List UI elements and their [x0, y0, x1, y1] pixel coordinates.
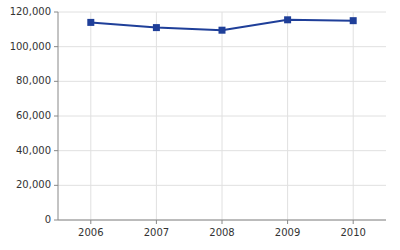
grid-line-x [353, 12, 354, 220]
tick-label-y: 80,000 [16, 75, 51, 86]
tick-y [54, 46, 58, 47]
tick-x [90, 220, 91, 224]
grid-line-x [222, 12, 223, 220]
axes: 0 20,000 40,000 60,000 80,000 100,000 120,000 2… [10, 6, 386, 238]
tick-x [287, 220, 288, 224]
grid-line-x [90, 12, 91, 220]
x-axis-line [58, 220, 386, 221]
marker [153, 24, 160, 31]
tick-label-y: 40,000 [16, 145, 51, 156]
tick-label-y: 20,000 [16, 179, 51, 190]
tick-y [54, 81, 58, 82]
grid-line-x [156, 12, 157, 220]
tick-y [54, 116, 58, 117]
tick-y [54, 12, 58, 13]
tick-y [54, 220, 58, 221]
marker [350, 17, 357, 24]
y-axis-line [58, 12, 59, 220]
grid [58, 12, 386, 220]
tick-label-x: 2009 [275, 227, 300, 238]
grid-line-y [58, 220, 386, 221]
chart-container: 0 20,000 40,000 60,000 80,000 100,000 120,000 2… [0, 0, 400, 250]
marker [284, 16, 291, 23]
tick-label-x: 2008 [209, 227, 234, 238]
marker [87, 19, 94, 26]
chart: 0 20,000 40,000 60,000 80,000 100,000 120,000 2… [0, 0, 400, 250]
tick-label-x: 2010 [340, 227, 365, 238]
series [87, 16, 356, 33]
grid-line-x [287, 12, 288, 220]
tick-y [54, 185, 58, 186]
tick-x [353, 220, 354, 224]
tick-x [222, 220, 223, 224]
tick-label-x: 2006 [78, 227, 103, 238]
tick-x [156, 220, 157, 224]
tick-label-y: 60,000 [16, 110, 51, 121]
tick-label-y: 120,000 [10, 6, 51, 17]
tick-label-y: 100,000 [10, 41, 51, 52]
tick-label-y: 0 [45, 214, 51, 225]
tick-y [54, 150, 58, 151]
marker [219, 27, 226, 34]
tick-label-x: 2007 [144, 227, 169, 238]
